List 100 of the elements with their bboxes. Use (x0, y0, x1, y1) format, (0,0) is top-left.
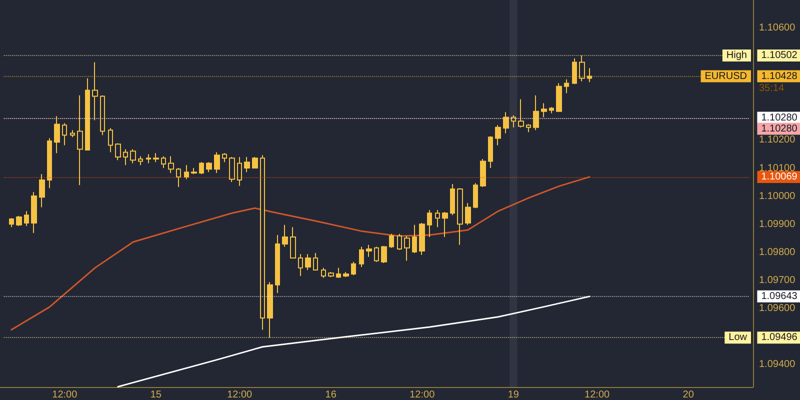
x-tick-label: 12:00 (52, 390, 78, 400)
candlestick (419, 222, 425, 256)
candlestick (130, 148, 136, 164)
candlestick (480, 158, 486, 188)
x-tick-label: 12:00 (410, 390, 436, 400)
x-tick-label: 12:00 (227, 390, 253, 400)
candlestick (108, 128, 113, 153)
y-tick-label: 1.10000 (759, 190, 796, 202)
candlestick (298, 254, 303, 276)
candlestick (397, 233, 402, 250)
candlestick (9, 218, 14, 228)
candlestick (343, 272, 349, 278)
y-tick-label: 1.09600 (759, 302, 796, 314)
candlestick (39, 174, 45, 208)
candlestick (85, 78, 90, 151)
candlestick (511, 114, 516, 128)
candlestick (115, 142, 121, 161)
annotation: Low (728, 332, 748, 344)
y-tick-label: 1.10600 (759, 22, 796, 34)
candlestick (153, 152, 159, 163)
candlestick (366, 244, 372, 258)
candlestick (206, 162, 212, 173)
candlestick (556, 82, 562, 112)
candlestick (77, 94, 83, 186)
candlestick (123, 148, 128, 166)
x-tick-label: 15 (150, 390, 162, 400)
candlestick (564, 78, 569, 94)
candlestick (374, 246, 379, 262)
candlestick (541, 102, 547, 118)
annotation: EURUSD (704, 70, 747, 82)
x-tick-label: 12:00 (584, 390, 610, 400)
text: 35:14 (759, 82, 784, 94)
candlestick (260, 154, 265, 330)
candlestick (518, 98, 524, 128)
ref-line-label: 1.09496 (761, 332, 798, 344)
line-series (117, 296, 590, 388)
candlestick (435, 210, 440, 228)
y-tick-label: 1.09700 (759, 274, 796, 286)
candlestick (267, 282, 273, 338)
candlestick (138, 156, 143, 166)
candlestick (161, 156, 166, 168)
candlestick (503, 112, 509, 134)
candlestick (214, 152, 220, 174)
candlestick (176, 167, 181, 188)
candlestick (31, 192, 37, 234)
candlestick (457, 188, 463, 246)
candlestick (92, 62, 98, 121)
candlestick (328, 272, 334, 278)
candlestick (282, 224, 288, 248)
candlestick (465, 202, 471, 226)
ref-line-label: 1.10280 (761, 112, 798, 124)
x-tick-label: 19 (508, 390, 520, 400)
candlestick (290, 226, 296, 258)
y-tick-label: 1.09900 (759, 218, 796, 230)
candlestick (549, 106, 554, 114)
candlestick (146, 154, 151, 164)
candlestick (495, 124, 501, 146)
x-tick-label: 16 (325, 390, 337, 400)
candlestick (252, 156, 258, 168)
line-series (10, 176, 590, 331)
candlestick (24, 210, 29, 227)
candlestick (47, 138, 52, 189)
candlestick (381, 245, 387, 264)
candlestick (412, 224, 417, 254)
ref-line-label: 1.10069 (761, 171, 798, 182)
candlestick (427, 210, 432, 238)
ref-line-label: 1.10428 (761, 70, 798, 82)
candlestick (473, 182, 478, 209)
candlestick (100, 94, 105, 136)
y-tick-label: 1.09800 (759, 246, 796, 258)
candlestick (351, 261, 356, 276)
candlestick (359, 246, 364, 268)
candlestick (442, 212, 448, 238)
y-tick-label: 1.10100 (759, 162, 796, 174)
candlestick (222, 152, 227, 163)
candlestick (184, 164, 189, 180)
candlestick (305, 254, 311, 271)
candlestick (450, 183, 455, 216)
candlestick (275, 234, 280, 294)
candlestick (191, 167, 197, 175)
candlestick (62, 122, 67, 146)
candlestick (199, 162, 204, 175)
candlestick (313, 252, 318, 271)
candlestick (526, 124, 531, 133)
ref-line-label: 1.10502 (761, 50, 798, 62)
candlestick (533, 94, 539, 131)
candlestick (244, 156, 250, 173)
candlestick (488, 136, 493, 168)
candlestick (404, 235, 410, 262)
y-tick-label: 1.09400 (759, 359, 796, 370)
candlestick (168, 156, 174, 174)
candlestick (237, 156, 242, 186)
x-tick-label: 20 (682, 390, 694, 400)
candlestick (336, 267, 341, 278)
candlestick (54, 116, 60, 154)
candlestick (587, 68, 592, 83)
ref-line-label: 1.09643 (761, 290, 798, 302)
candlestick (572, 58, 577, 85)
candlestick (579, 55, 585, 82)
candlestick (389, 233, 394, 248)
